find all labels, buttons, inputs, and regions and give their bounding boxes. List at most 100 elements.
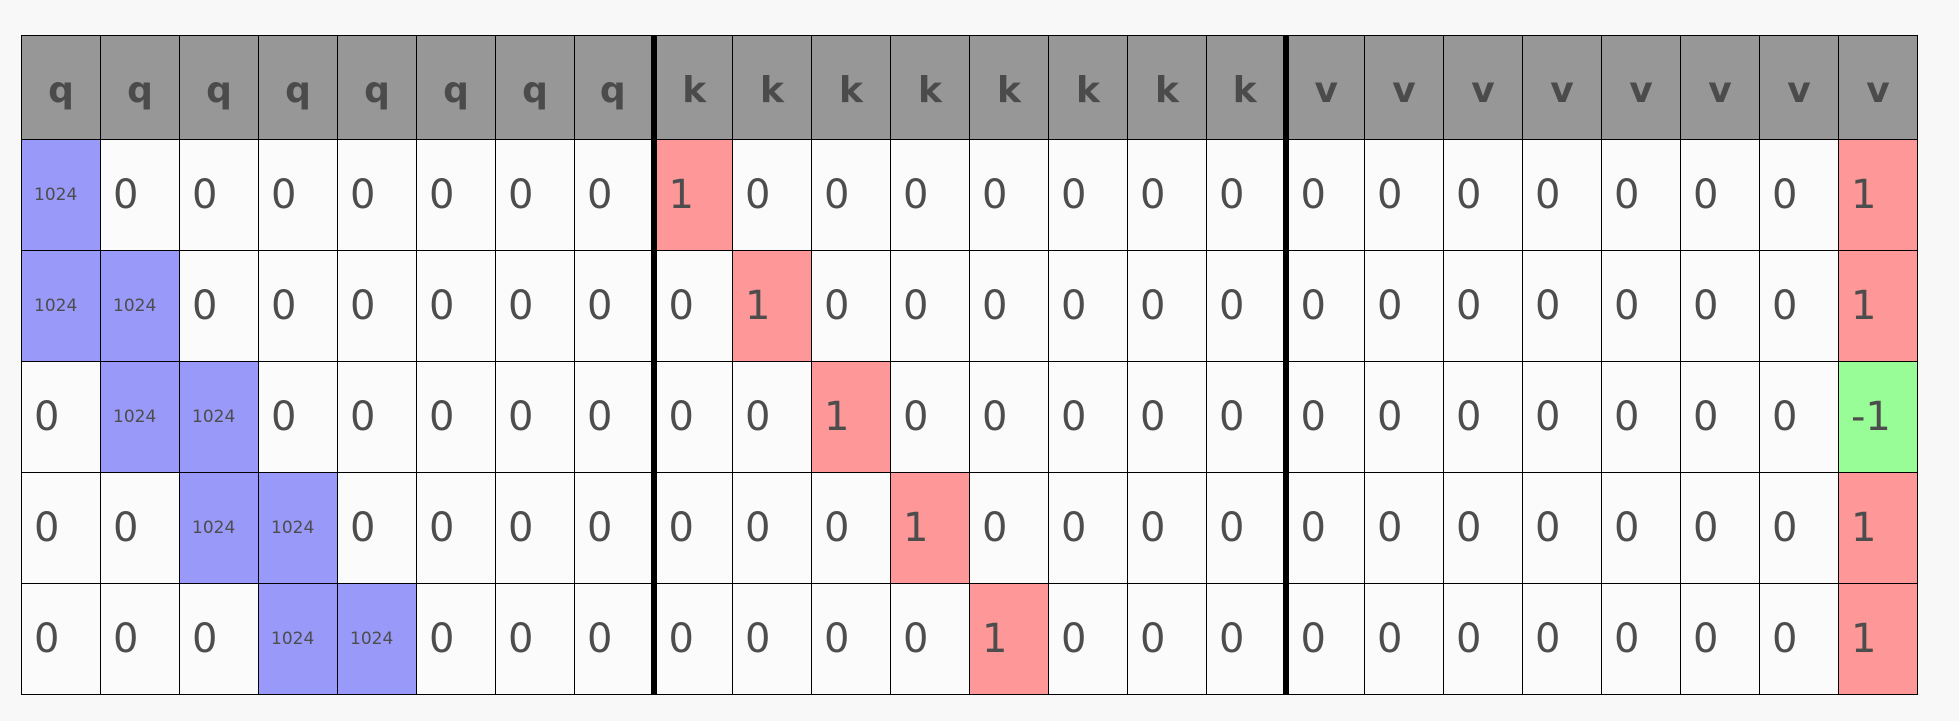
matrix-cell: 0	[1048, 472, 1128, 584]
matrix-row: 0 0 0 1024 1024 0 0 0 0 0 0 0 1 0 0 0 0 0 0 0 0 0 0 1	[21, 583, 1918, 695]
matrix-cell: -1	[1838, 361, 1918, 473]
matrix-cell: 0	[732, 472, 812, 584]
matrix-cell: 0	[1048, 361, 1128, 473]
matrix-cell: 0	[1206, 250, 1289, 362]
matrix-cell: 0	[653, 361, 733, 473]
matrix-cell: 0	[1285, 250, 1365, 362]
matrix-cell: 0	[1601, 361, 1681, 473]
matrix-cell: 0	[653, 583, 733, 695]
matrix-cell: 0	[1443, 583, 1523, 695]
matrix-cell: 0	[21, 472, 101, 584]
matrix-cell: 1024	[179, 472, 259, 584]
matrix-cell: 0	[1127, 583, 1207, 695]
matrix-cell: 0	[416, 139, 496, 251]
matrix-cell: 0	[574, 472, 657, 584]
matrix-cell: 0	[732, 361, 812, 473]
matrix-cell: 0	[1206, 583, 1289, 695]
column-header-v-18: v	[1443, 35, 1523, 140]
matrix-cell: 0	[1127, 472, 1207, 584]
matrix-cell: 0	[1601, 472, 1681, 584]
matrix-cell: 0	[100, 472, 180, 584]
matrix-cell: 0	[1285, 139, 1365, 251]
matrix-cell: 0	[100, 139, 180, 251]
column-header-q-3: q	[258, 35, 338, 140]
matrix-cell: 0	[1048, 250, 1128, 362]
matrix-cell: 0	[1285, 583, 1365, 695]
matrix-cell: 0	[337, 361, 417, 473]
matrix-cell: 0	[179, 139, 259, 251]
matrix-cell: 0	[1680, 583, 1760, 695]
column-header-k-8: k	[653, 35, 733, 140]
column-header-q-5: q	[416, 35, 496, 140]
column-header-q-1: q	[100, 35, 180, 140]
matrix-cell: 0	[1759, 361, 1839, 473]
matrix-cell: 0	[811, 250, 891, 362]
matrix-cell: 0	[416, 583, 496, 695]
matrix-cell: 0	[1206, 361, 1289, 473]
matrix-cell: 0	[416, 472, 496, 584]
matrix-cell: 1	[1838, 472, 1918, 584]
matrix-cell: 0	[1680, 250, 1760, 362]
matrix-cell: 0	[1680, 472, 1760, 584]
matrix-cell: 0	[811, 472, 891, 584]
column-header-q-4: q	[337, 35, 417, 140]
matrix-cell: 1024	[21, 250, 101, 362]
matrix-row: 1024 0 0 0 0 0 0 0 1 0 0 0 0 0 0 0 0 0 0 0 0 0 0 1	[21, 139, 1918, 251]
matrix-cell: 0	[811, 583, 891, 695]
matrix-body: 1024 0 0 0 0 0 0 0 1 0 0 0 0 0 0 0 0 0 0 0 0 0 0 1 1024 1024 0 0 0 0 0…	[21, 139, 1918, 695]
matrix-cell: 0	[337, 472, 417, 584]
matrix-cell: 0	[1601, 250, 1681, 362]
matrix-cell: 0	[1364, 361, 1444, 473]
matrix-cell: 0	[1127, 250, 1207, 362]
matrix-cell: 0	[1443, 361, 1523, 473]
matrix-cell: 0	[1522, 250, 1602, 362]
column-header-v-22: v	[1759, 35, 1839, 140]
matrix-cell: 0	[732, 139, 812, 251]
matrix-cell: 0	[416, 361, 496, 473]
matrix-cell: 0	[1048, 583, 1128, 695]
matrix-cell: 0	[574, 250, 657, 362]
matrix-cell: 0	[21, 361, 101, 473]
matrix-cell: 0	[1443, 139, 1523, 251]
matrix-cell: 1	[732, 250, 812, 362]
matrix-cell: 0	[574, 139, 657, 251]
matrix-cell: 0	[969, 139, 1049, 251]
matrix-cell: 0	[574, 583, 657, 695]
matrix-cell: 0	[890, 583, 970, 695]
matrix-cell: 0	[1522, 139, 1602, 251]
matrix-cell: 0	[1522, 472, 1602, 584]
matrix-cell: 0	[1285, 361, 1365, 473]
matrix-cell: 0	[969, 250, 1049, 362]
matrix-cell: 0	[1443, 250, 1523, 362]
matrix-cell: 0	[1048, 139, 1128, 251]
matrix-cell: 0	[1127, 139, 1207, 251]
matrix-cell: 0	[1759, 583, 1839, 695]
matrix-cell: 0	[337, 139, 417, 251]
matrix-cell: 1024	[258, 472, 338, 584]
matrix-cell: 0	[1522, 361, 1602, 473]
column-header-k-11: k	[890, 35, 970, 140]
matrix-cell: 0	[1364, 139, 1444, 251]
column-header-q-6: q	[495, 35, 575, 140]
matrix-cell: 0	[1680, 139, 1760, 251]
matrix-cell: 0	[495, 361, 575, 473]
matrix-cell: 0	[890, 361, 970, 473]
matrix-cell: 1024	[100, 361, 180, 473]
matrix-cell: 0	[495, 583, 575, 695]
column-header-q-7: q	[574, 35, 657, 140]
matrix-cell: 1	[811, 361, 891, 473]
column-header-k-15: k	[1206, 35, 1289, 140]
matrix-cell: 0	[100, 583, 180, 695]
matrix-cell: 0	[1601, 139, 1681, 251]
matrix-cell: 0	[969, 361, 1049, 473]
matrix-cell: 0	[495, 139, 575, 251]
matrix-cell: 0	[495, 472, 575, 584]
matrix-cell: 0	[1206, 139, 1289, 251]
matrix-cell: 0	[1285, 472, 1365, 584]
column-header-k-14: k	[1127, 35, 1207, 140]
matrix-cell: 0	[1206, 472, 1289, 584]
matrix-cell: 0	[1759, 250, 1839, 362]
matrix-cell: 1	[969, 583, 1049, 695]
